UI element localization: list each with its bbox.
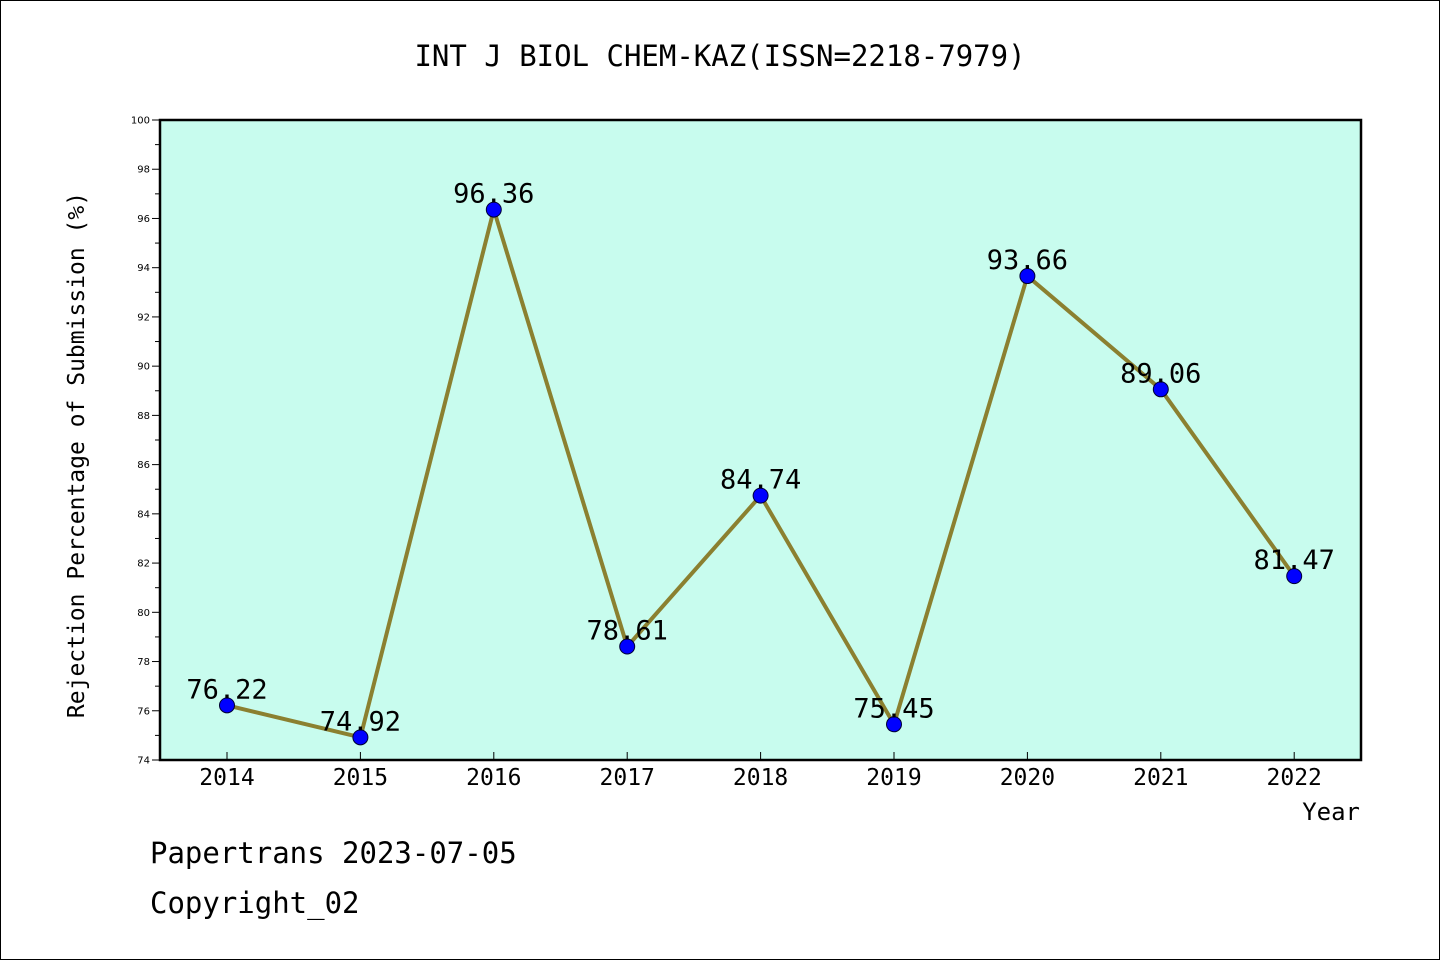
data-label: 81.47 xyxy=(1254,545,1335,576)
data-point xyxy=(1019,268,1036,285)
y-tick-label: 74 xyxy=(137,756,150,767)
y-axis-label: Rejection Percentage of Submission (%) xyxy=(64,192,90,718)
chart-title: INT J BIOL CHEM-KAZ(ISSN=2218-7979) xyxy=(414,39,1025,73)
data-point xyxy=(886,716,902,733)
x-tick-label: 2019 xyxy=(866,765,921,791)
y-tick-label: 82 xyxy=(137,559,150,570)
y-tick-label: 94 xyxy=(137,263,150,274)
data-point xyxy=(619,638,636,655)
y-tick-label: 100 xyxy=(131,116,150,127)
data-point xyxy=(485,201,502,218)
x-tick-label: 2016 xyxy=(466,765,521,791)
y-tick-label: 96 xyxy=(137,214,150,225)
y-tick-label: 92 xyxy=(137,312,150,323)
x-tick-label: 2022 xyxy=(1267,765,1322,791)
y-tick-label: 80 xyxy=(137,608,150,619)
x-tick-label: 2020 xyxy=(1000,765,1055,791)
y-tick-label: 84 xyxy=(137,509,150,520)
data-label: 74.92 xyxy=(320,706,401,737)
series-group: 76.22 74.92 96.36 78.61 84.74 75.45 93.66 89.06… xyxy=(186,179,1335,746)
data-label: 96.36 xyxy=(453,179,534,210)
x-axis-label: Year xyxy=(1302,798,1360,826)
x-tick-label: 2015 xyxy=(333,765,388,791)
data-point xyxy=(352,729,369,746)
data-point xyxy=(1152,381,1169,398)
y-tick-label: 76 xyxy=(137,706,150,717)
y-tick-label: 86 xyxy=(137,460,150,471)
data-label: 93.66 xyxy=(987,245,1068,276)
x-axis-ticks: 2014 2015 2016 2017 2018 2019 2020 2021 2022 xyxy=(199,752,1322,791)
x-tick-label: 2021 xyxy=(1133,765,1188,791)
data-label: 76.22 xyxy=(186,674,267,705)
y-tick-label: 98 xyxy=(137,165,150,176)
x-tick-label: 2018 xyxy=(733,765,788,791)
footer-date: Papertrans 2023-07-05 xyxy=(150,836,517,870)
footer-copyright: Copyright_02 xyxy=(150,886,360,920)
plot-area xyxy=(160,120,1361,760)
plot-border xyxy=(158,118,1363,762)
x-tick-label: 2014 xyxy=(199,765,254,791)
data-label: 84.74 xyxy=(720,465,801,496)
data-label: 75.45 xyxy=(853,693,934,724)
y-tick-label: 90 xyxy=(137,362,150,373)
data-label: 89.06 xyxy=(1120,358,1201,389)
data-label: 78.61 xyxy=(587,616,668,647)
data-point xyxy=(752,487,769,504)
data-point xyxy=(219,697,235,714)
x-tick-label: 2017 xyxy=(600,765,655,791)
y-tick-label: 88 xyxy=(137,411,150,422)
y-tick-label: 78 xyxy=(137,657,150,668)
data-point xyxy=(1286,568,1303,585)
y-axis-ticks: 74 76 78 80 82 84 86 88 90 92 94 96 98 100 xyxy=(131,116,160,767)
